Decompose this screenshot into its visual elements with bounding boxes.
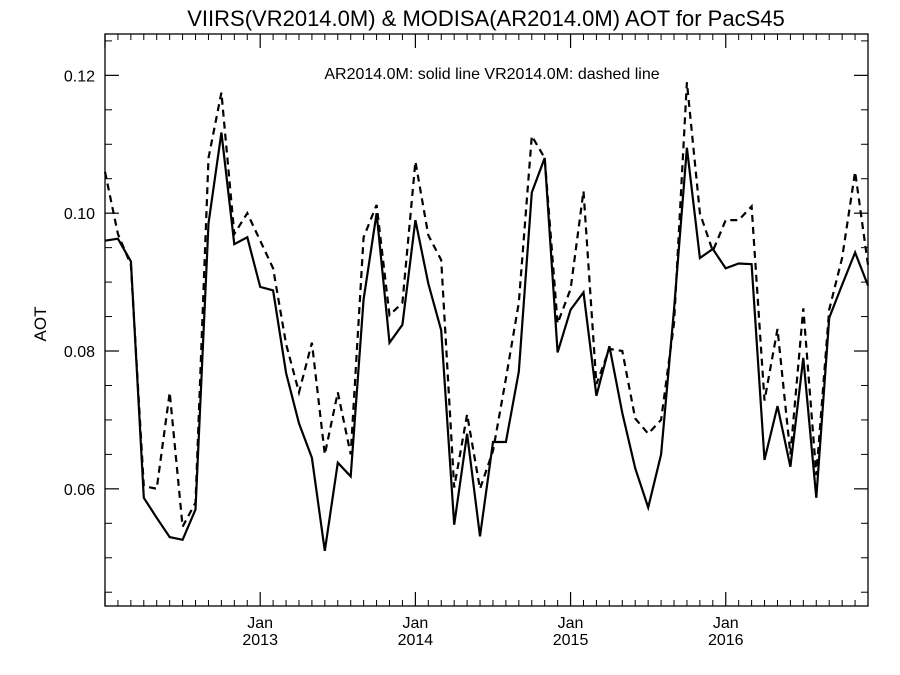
x-tick-label-month: Jan	[247, 615, 273, 632]
series-line-vr2014-0m	[103, 82, 870, 531]
series-line-ar2014-0m	[104, 132, 870, 552]
y-tick-label: 0.06	[64, 482, 95, 499]
y-tick-label: 0.10	[64, 206, 95, 223]
x-tick-label-year: 2013	[242, 632, 278, 649]
y-tick-label: 0.12	[64, 68, 95, 85]
y-axis-label: AOT	[31, 307, 50, 342]
series-lines	[103, 82, 870, 552]
x-tick-label-month: Jan	[402, 615, 428, 632]
y-tick-label: 0.08	[64, 344, 95, 361]
legend-annotation: AR2014.0M: solid line VR2014.0M: dashed …	[324, 66, 659, 83]
x-tick-label-year: 2016	[708, 632, 744, 649]
x-tick-label-month: Jan	[558, 615, 584, 632]
x-tick-label-month: Jan	[713, 615, 739, 632]
plot-frame	[104, 33, 869, 607]
chart-title: VIIRS(VR2014.0M) & MODISA(AR2014.0M) AOT…	[187, 6, 784, 31]
x-tick-label-year: 2015	[553, 632, 589, 649]
axis-ticks: 0.060.080.100.12Jan2013Jan2014Jan2015Jan…	[64, 34, 869, 649]
x-tick-label-year: 2014	[398, 632, 434, 649]
